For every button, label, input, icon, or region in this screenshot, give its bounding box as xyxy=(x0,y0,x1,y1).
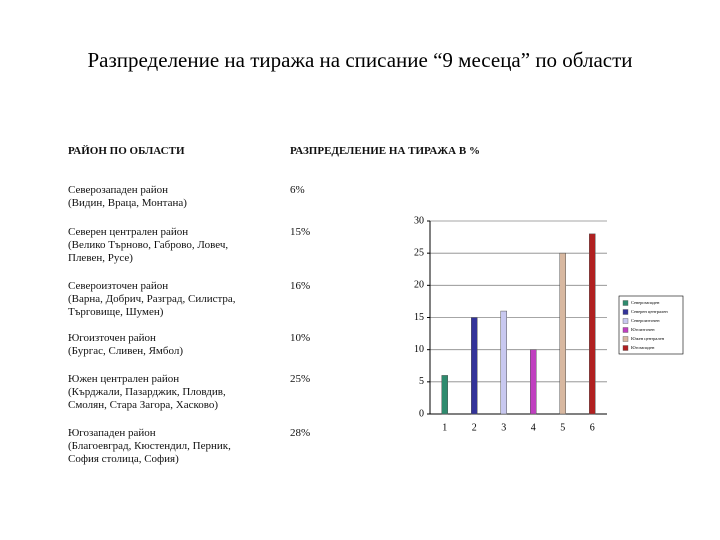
region-districts: (Велико Търново, Габрово, Ловеч, Плевен,… xyxy=(68,239,229,264)
region-districts: (Благоевград, Кюстендил, Перник, София с… xyxy=(68,440,231,465)
x-tick-label: 2 xyxy=(472,422,477,433)
y-tick-label: 30 xyxy=(414,215,424,226)
legend-swatch xyxy=(622,336,629,342)
legend-box xyxy=(618,295,684,355)
legend-label: Североизточен xyxy=(631,318,660,323)
legend-swatch xyxy=(622,345,629,351)
region-name: Северозападен район xyxy=(68,184,168,196)
region-districts: (Кърджали, Пазарджик, Пловдив, Смолян, С… xyxy=(68,386,226,411)
legend-swatch xyxy=(622,327,629,333)
region-name: Югоизточен район xyxy=(68,332,156,344)
region-districts: (Бургас, Сливен, Ямбол) xyxy=(68,345,183,357)
bar xyxy=(530,349,537,415)
y-tick-label: 20 xyxy=(414,280,424,291)
x-tick-label: 4 xyxy=(531,422,536,433)
title: Разпределение на тиража на списание “9 м… xyxy=(87,48,633,72)
y-tick-label: 0 xyxy=(419,408,424,419)
region-name: Южен централен район xyxy=(68,373,180,385)
region-share: 15% xyxy=(290,226,311,238)
x-tick-label: 1 xyxy=(442,422,447,433)
column-header: РАЗПРЕДЕЛЕНИЕ НА ТИРАЖА В % xyxy=(290,145,480,157)
bar xyxy=(500,310,507,415)
region-name: Североизточен район xyxy=(68,280,169,292)
y-tick-label: 10 xyxy=(414,344,424,355)
legend-label: Южен централен xyxy=(631,336,665,341)
chart: 0 5 10 15 20 25 30 1 2 3 4 5 6 Северозападен Северен ц… xyxy=(414,215,684,433)
bar xyxy=(559,252,566,415)
column-header: РАЙОН ПО ОБЛАСТИ xyxy=(68,145,185,157)
y-tick-label: 15 xyxy=(414,312,424,323)
bar xyxy=(471,317,478,415)
region-share: 10% xyxy=(290,332,311,344)
y-tick-label: 25 xyxy=(414,247,424,258)
legend-label: Югозападен xyxy=(631,345,655,350)
x-tick-label: 6 xyxy=(590,422,595,433)
region-share: 28% xyxy=(290,427,311,439)
region-share: 25% xyxy=(290,373,311,385)
legend-swatch xyxy=(622,309,629,315)
legend-label: Югоизточен xyxy=(631,327,655,332)
legend-swatch xyxy=(622,318,629,324)
region-districts: (Варна, Добрич, Разград, Силистра, Търго… xyxy=(68,293,236,318)
x-tick-label: 3 xyxy=(501,422,506,433)
legend-label: Северен централен xyxy=(631,309,668,314)
y-tick-label: 5 xyxy=(419,376,424,387)
legend-label: Северозападен xyxy=(631,300,660,305)
bar xyxy=(441,375,448,415)
legend-swatch xyxy=(622,300,629,306)
region-name: Югозападен район xyxy=(68,427,156,439)
x-tick-label: 5 xyxy=(560,422,565,433)
region-name: Северен централен район xyxy=(68,226,189,238)
bar xyxy=(589,233,596,415)
region-districts: (Видин, Враца, Монтана) xyxy=(68,197,187,209)
region-share: 6% xyxy=(290,184,305,196)
region-share: 16% xyxy=(290,280,311,292)
